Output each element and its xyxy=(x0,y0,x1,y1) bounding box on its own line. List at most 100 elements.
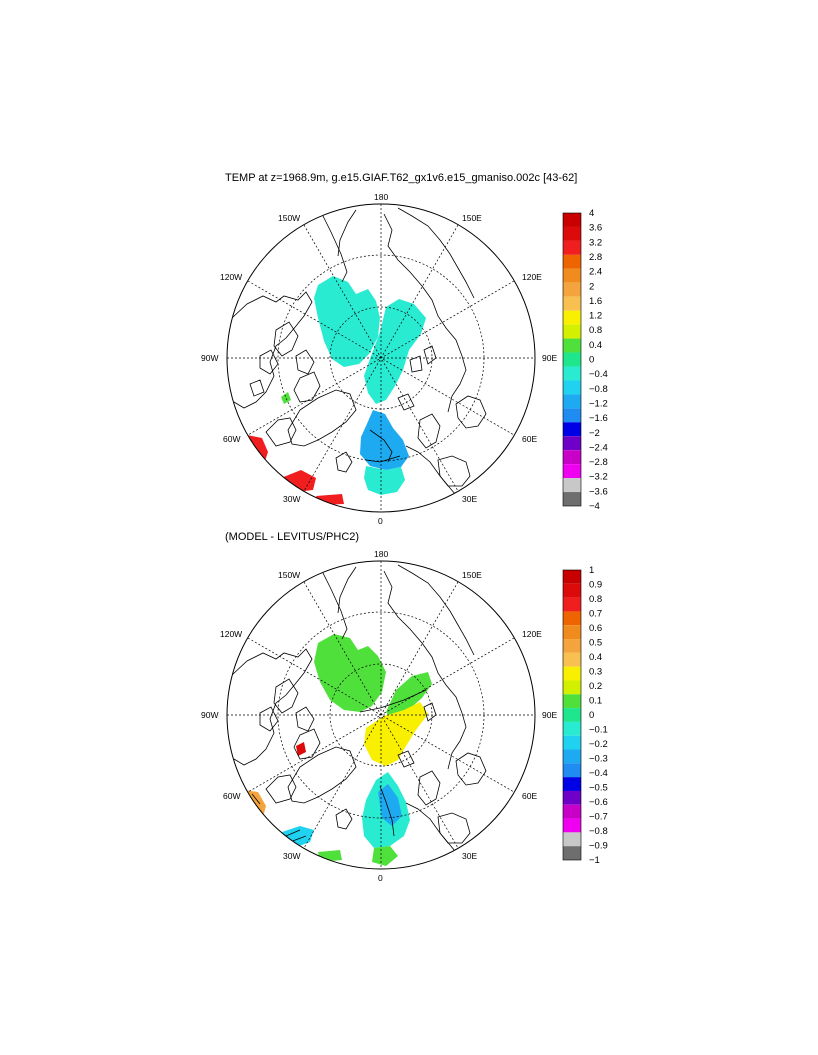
top-lon-label-120e: 120E xyxy=(522,272,542,282)
bottom-lon-label-90e: 90E xyxy=(542,710,557,720)
bottom-lon-label-120w: 120W xyxy=(220,629,242,639)
top-lon-label-60e: 60E xyxy=(522,434,537,444)
bottom-colorbar-label: 0.9 xyxy=(589,580,602,591)
top-lon-label-90e: 90E xyxy=(542,353,557,363)
top-colorbar-swatch xyxy=(563,213,581,227)
bottom-lon-label-90w: 90W xyxy=(201,710,218,720)
top-colorbar-swatch xyxy=(563,436,581,451)
top-colorbar-swatch xyxy=(563,324,581,339)
top-polar-map: 180 150E 120E 90E 60E 30E 0 30W 60W 90W … xyxy=(201,192,608,526)
bottom-colorbar-label: 0.8 xyxy=(589,594,602,605)
top-colorbar-swatch xyxy=(563,296,581,311)
bottom-colorbar-swatch xyxy=(563,666,581,681)
bottom-map-title: (MODEL - LEVITUS/PHC2) xyxy=(225,531,360,543)
top-colorbar-swatch xyxy=(563,492,581,506)
bottom-colorbar-label: 0 xyxy=(589,710,594,721)
top-colorbar-label: 3.6 xyxy=(589,223,602,234)
bottom-coastlines xyxy=(231,564,487,858)
bottom-colorbar-label: −0.6 xyxy=(589,797,608,808)
top-colorbar-swatch xyxy=(563,422,581,437)
top-field-cyan-left xyxy=(314,276,380,367)
bottom-colorbar-label: −0.4 xyxy=(589,768,608,779)
top-lon-label-180: 180 xyxy=(374,192,388,202)
top-colorbar-label: 0 xyxy=(589,355,594,366)
top-colorbar-swatch xyxy=(563,310,581,325)
bottom-field-green-south xyxy=(372,846,398,866)
bottom-colorbar-label: −0.2 xyxy=(589,739,608,750)
bottom-colorbar-swatch xyxy=(563,832,581,847)
top-colorbar-swatch xyxy=(563,366,581,381)
bottom-colorbar-swatch xyxy=(563,721,581,736)
bottom-map-boundary xyxy=(226,560,536,870)
top-colorbar-swatch xyxy=(563,478,581,493)
top-field-cyan-bottom xyxy=(364,466,405,495)
bottom-colorbar-swatch xyxy=(563,749,581,764)
top-colorbar-frame xyxy=(562,212,582,507)
top-colorbar-swatch xyxy=(563,450,581,465)
top-colorbar-swatch xyxy=(563,338,581,353)
bottom-colorbar-swatch xyxy=(563,804,581,819)
top-colorbar-label: −3.6 xyxy=(589,486,608,497)
bottom-polar-map: 180 150E 120E 90E 60E 30E 0 30W 60W 90W … xyxy=(201,549,608,883)
bottom-colorbar-swatch xyxy=(563,763,581,778)
bottom-lon-label-120e: 120E xyxy=(522,629,542,639)
bottom-colorbar-label: −0.7 xyxy=(589,812,608,823)
bottom-colorbar-swatch xyxy=(563,583,581,598)
bottom-field-green-left xyxy=(314,634,386,712)
top-lon-label-0: 0 xyxy=(378,516,383,526)
top-colorbar-label: 0.4 xyxy=(589,340,602,351)
bottom-field-green-right xyxy=(386,672,432,720)
bottom-colorbar-swatch xyxy=(563,777,581,791)
bottom-colorbar-swatch xyxy=(563,790,581,805)
bottom-colorbar-label: −0.3 xyxy=(589,754,608,765)
bottom-colorbar-label: 0.1 xyxy=(589,696,602,707)
top-lon-label-120w: 120W xyxy=(220,272,242,282)
top-field-cyan-right xyxy=(364,299,426,404)
top-field-red-60w xyxy=(238,434,268,466)
bottom-graticule xyxy=(227,561,535,869)
bottom-lon-label-180: 180 xyxy=(374,549,388,559)
top-colorbar-label: 2 xyxy=(589,281,594,292)
top-lon-label-90w: 90W xyxy=(201,353,218,363)
top-map-boundary xyxy=(226,203,536,513)
top-colorbar-label: 1.2 xyxy=(589,311,602,322)
top-field-green-patch xyxy=(281,392,291,404)
bottom-colorbar-swatch xyxy=(563,846,581,860)
bottom-colorbar-label: 0.5 xyxy=(589,638,602,649)
top-colorbar-label: 0.8 xyxy=(589,325,602,336)
bottom-lon-label-150e: 150E xyxy=(462,570,482,580)
top-colorbar-label: 3.2 xyxy=(589,237,602,248)
top-lon-label-150w: 150W xyxy=(278,213,300,223)
top-colorbar-label: −2 xyxy=(589,428,600,439)
bottom-field-red-patch xyxy=(296,742,306,756)
top-colorbar-label: −2.8 xyxy=(589,457,608,468)
bottom-lon-label-60w: 60W xyxy=(223,791,240,801)
top-colorbar-label: 4 xyxy=(589,208,594,219)
bottom-field-yellow xyxy=(364,702,428,766)
top-graticule xyxy=(227,204,535,512)
bottom-colorbar-swatch xyxy=(563,680,581,695)
bottom-colorbar-swatch xyxy=(563,597,581,612)
bottom-colorbar-swatch xyxy=(563,611,581,626)
top-colorbar-swatch xyxy=(563,282,581,297)
bottom-colorbar-label: 0.2 xyxy=(589,681,602,692)
bottom-colorbar-label: 1 xyxy=(589,565,594,576)
top-coastlines xyxy=(231,207,487,501)
bottom-colorbar-swatch xyxy=(563,694,581,709)
bottom-colorbar-label: −0.9 xyxy=(589,841,608,852)
top-colorbar-swatch xyxy=(563,254,581,269)
bottom-colorbar-swatch xyxy=(563,708,581,722)
bottom-colorbar-label: −0.1 xyxy=(589,725,608,736)
top-colorbar-swatch xyxy=(563,240,581,255)
bottom-colorbar-frame xyxy=(562,569,582,861)
top-colorbar-label: −0.8 xyxy=(589,384,608,395)
top-colorbar-label: −4 xyxy=(589,501,600,512)
bottom-field-orange-60w xyxy=(242,790,266,820)
top-colorbar-swatch xyxy=(563,464,581,479)
bottom-colorbar-label: −0.5 xyxy=(589,783,608,794)
top-colorbar-label: 2.8 xyxy=(589,252,602,263)
top-lon-label-30e: 30E xyxy=(462,494,477,504)
bottom-colorbar-swatch xyxy=(563,625,581,640)
top-field-red-30w xyxy=(281,470,316,492)
top-colorbar-label: −2.4 xyxy=(589,442,608,453)
